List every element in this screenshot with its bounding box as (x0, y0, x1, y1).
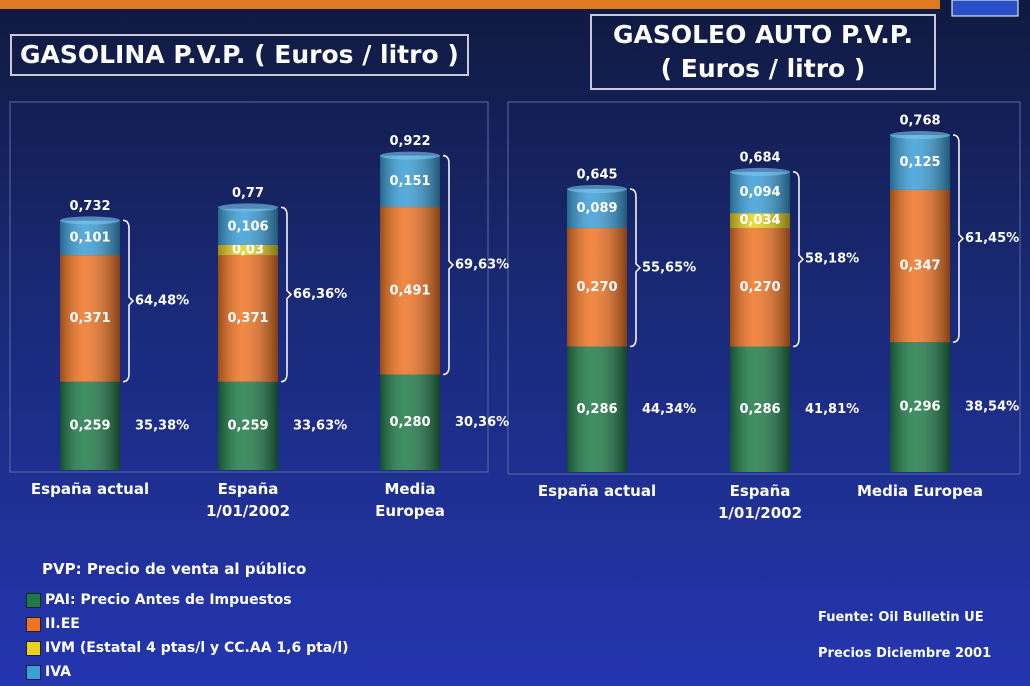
pai-share-label: 30,36% (455, 415, 509, 430)
legend-label: PAI: Precio Antes de Impuestos (45, 592, 292, 608)
legend-item: IVA (26, 664, 71, 680)
chart-title: GASOLINA P.V.P. ( Euros / litro ) (10, 34, 469, 76)
value-label: 0,270 (576, 280, 617, 295)
total-label: 0,732 (69, 199, 110, 214)
bar-shade (380, 374, 440, 470)
value-label: 0,034 (739, 213, 780, 228)
bar-shade (60, 220, 120, 256)
pai-share-label: 44,34% (642, 402, 696, 417)
tax-share-label: 61,45% (965, 231, 1019, 246)
total-label: 0,77 (232, 186, 264, 201)
value-label: 0,270 (739, 280, 780, 295)
bar-shade (218, 208, 278, 245)
top-strip (0, 0, 940, 9)
bar-shade (890, 189, 950, 343)
x-tick-label: España actual (537, 482, 657, 500)
value-label: 0,491 (389, 283, 430, 298)
value-label: 0,347 (899, 259, 940, 274)
x-tick-label: España 1/01/2002 (205, 480, 291, 520)
tax-bracket (792, 171, 805, 348)
bar-shade (218, 255, 278, 382)
panel (507, 101, 1021, 475)
tax-bracket (122, 219, 135, 383)
value-label: 0,101 (69, 230, 110, 245)
value-label: 0,286 (576, 402, 617, 417)
value-label: 0,280 (389, 415, 430, 430)
legend-swatch (26, 640, 41, 656)
bar-shade (567, 346, 627, 472)
tax-bracket (629, 188, 642, 348)
value-label: 0,286 (739, 402, 780, 417)
x-tick-label: España 1/01/2002 (717, 482, 803, 522)
pai-share-label: 41,81% (805, 402, 859, 417)
panel (9, 101, 489, 473)
x-tick-label: Media Europea (375, 480, 445, 520)
value-label: 0,371 (227, 311, 268, 326)
bar-shade (730, 228, 790, 347)
legend-swatch (26, 616, 41, 632)
tax-bracket (952, 134, 965, 343)
value-label: 0,371 (69, 311, 110, 326)
bar-shade (890, 135, 950, 190)
legend-label: IVM (Estatal 4 ptas/l y CC.AA 1,6 pta/l) (45, 640, 349, 656)
value-label: 0,094 (739, 185, 780, 200)
legend-item: PAI: Precio Antes de Impuestos (26, 592, 292, 608)
note: PVP: Precio de venta al público (42, 560, 307, 578)
tax-share-label: 66,36% (293, 287, 347, 302)
legend-label: II.EE (45, 616, 80, 632)
legend-item: II.EE (26, 616, 80, 632)
legend-swatch (26, 664, 41, 680)
legend-swatch (26, 592, 41, 608)
tax-share-label: 64,48% (135, 294, 189, 309)
value-label: 0,125 (899, 155, 940, 170)
value-label: 0,106 (227, 219, 268, 234)
bar-cap (380, 151, 440, 160)
tax-share-label: 55,65% (642, 260, 696, 275)
tax-bracket (442, 154, 455, 376)
logo (951, 0, 1019, 17)
date: Precios Diciembre 2001 (818, 646, 992, 661)
x-tick-label: Media Europea (857, 482, 983, 500)
bar-shade (567, 189, 627, 229)
value-label: 0,03 (232, 243, 264, 258)
bar-cap (567, 185, 627, 194)
bar-shade (730, 171, 790, 214)
tax-bracket (280, 206, 293, 383)
bar-shade (380, 155, 440, 208)
bar-shade (890, 342, 950, 472)
value-label: 0,089 (576, 201, 617, 216)
total-label: 0,922 (389, 134, 430, 149)
value-label: 0,259 (69, 418, 110, 433)
bar-cap (218, 203, 278, 212)
bar-cap (890, 131, 950, 140)
total-label: 0,645 (576, 168, 617, 183)
bar-shade (60, 255, 120, 382)
tax-share-label: 58,18% (805, 252, 859, 267)
legend-label: IVA (45, 664, 71, 680)
bar-shade (730, 346, 790, 472)
bar-cap (730, 167, 790, 176)
tax-share-label: 69,63% (455, 258, 509, 273)
x-tick-label: España actual (30, 480, 150, 498)
total-label: 0,768 (899, 114, 940, 129)
bar-cap (60, 216, 120, 225)
bar-shade (380, 207, 440, 375)
chart-title: GASOLEO AUTO P.V.P. ( Euros / litro ) (590, 14, 936, 90)
total-label: 0,684 (739, 150, 780, 165)
bar-shade (730, 213, 790, 229)
bar-shade (60, 381, 120, 470)
value-label: 0,151 (389, 174, 430, 189)
value-label: 0,259 (227, 418, 268, 433)
bar-shade (218, 244, 278, 256)
bar-shade (218, 381, 278, 470)
bar-shade (567, 228, 627, 347)
pai-share-label: 33,63% (293, 418, 347, 433)
legend-item: IVM (Estatal 4 ptas/l y CC.AA 1,6 pta/l) (26, 640, 349, 656)
pai-share-label: 38,54% (965, 400, 1019, 415)
value-label: 0,296 (899, 400, 940, 415)
source: Fuente: Oil Bulletin UE (818, 610, 984, 625)
pai-share-label: 35,38% (135, 418, 189, 433)
